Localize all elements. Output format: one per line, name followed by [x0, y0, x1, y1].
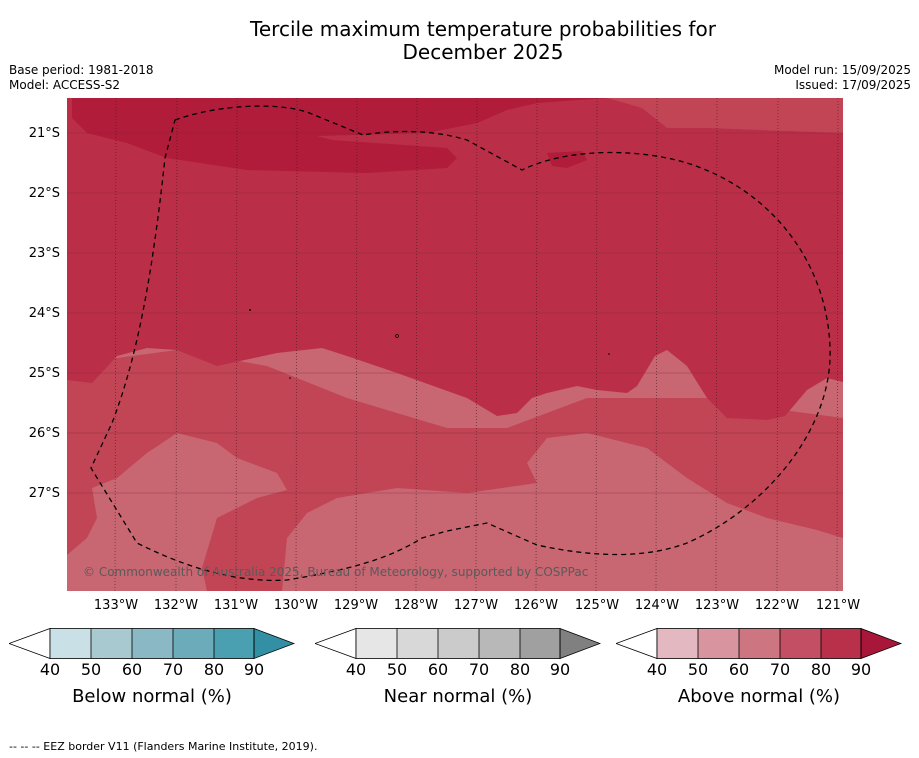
island-marker	[608, 353, 610, 355]
cb-tick: 50	[80, 660, 102, 679]
model-run: Model run: 15/09/2025	[773, 63, 911, 77]
title-line-2: December 2025	[402, 40, 564, 64]
lon-label: 126°W	[513, 598, 559, 613]
colorbar-below	[9, 628, 295, 659]
cb-below-seg	[91, 628, 132, 659]
colorbar-below-label: Below normal (%)	[72, 686, 232, 707]
eez-border	[90, 105, 831, 582]
cb-tick: 90	[243, 660, 265, 679]
colorbar-near	[315, 628, 601, 659]
lon-label: 133°W	[93, 598, 139, 613]
copyright-text: © Commonwealth of Australia 2025, Bureau…	[83, 565, 589, 579]
cb-below-high-extend	[253, 628, 295, 659]
lon-label: 130°W	[273, 598, 319, 613]
lon-label: 132°W	[153, 598, 199, 613]
cb-above-low-extend	[616, 628, 658, 659]
cb-tick: 70	[162, 660, 184, 679]
lon-label: 129°W	[333, 598, 379, 613]
cb-below-seg	[50, 628, 91, 659]
eez-footnote: -- -- -- EEZ border V11 (Flanders Marine…	[9, 740, 318, 753]
cb-tick: 40	[39, 660, 61, 679]
lat-label: 22°S	[28, 186, 60, 201]
meta-left: Base period: 1981-2018 Model: ACCESS-S2	[9, 63, 154, 93]
lon-label: 128°W	[393, 598, 439, 613]
zone-70-80	[67, 348, 843, 591]
cb-below-seg	[173, 628, 214, 659]
colorbar-near-label: Near normal (%)	[383, 686, 533, 707]
cb-below-seg	[214, 628, 254, 659]
title-line-1: Tercile maximum temperature probabilitie…	[250, 17, 716, 41]
lat-label: 26°S	[28, 426, 60, 441]
cb-below-seg	[132, 628, 173, 659]
cb-near-low-extend	[315, 628, 357, 659]
cb-tick: 40	[646, 660, 668, 679]
cb-tick: 60	[728, 660, 750, 679]
cb-above-seg	[780, 628, 821, 659]
lat-label: 21°S	[28, 126, 60, 141]
zone-80-90	[67, 98, 843, 420]
cb-near-seg	[397, 628, 438, 659]
cb-near-seg	[438, 628, 479, 659]
lon-label: 121°W	[815, 598, 861, 613]
cb-near-high-extend	[559, 628, 601, 659]
colorbar-above	[616, 628, 902, 659]
zone-90-plus-small	[547, 151, 587, 168]
cb-near-seg	[356, 628, 397, 659]
cb-above-seg	[739, 628, 780, 659]
lon-label: 122°W	[754, 598, 800, 613]
model-name: Model: ACCESS-S2	[9, 78, 121, 92]
cb-near-seg	[479, 628, 520, 659]
cb-above-high-extend	[860, 628, 902, 659]
cb-above-seg	[821, 628, 861, 659]
cb-tick: 70	[769, 660, 791, 679]
lon-label: 123°W	[694, 598, 740, 613]
lat-label: 25°S	[28, 366, 60, 381]
island-marker	[395, 334, 399, 338]
island-marker	[289, 377, 291, 379]
zone-90-plus	[72, 98, 607, 173]
lat-gridlines	[67, 132, 843, 494]
meta-right: Model run: 15/09/2025 Issued: 17/09/2025	[774, 63, 911, 93]
lon-label: 131°W	[213, 598, 259, 613]
cb-tick: 50	[687, 660, 709, 679]
cb-tick: 90	[549, 660, 571, 679]
base-period: Base period: 1981-2018	[9, 63, 154, 77]
cb-tick: 70	[468, 660, 490, 679]
cb-tick: 80	[810, 660, 832, 679]
cb-tick: 50	[386, 660, 408, 679]
cb-above-seg	[657, 628, 698, 659]
lon-label: 125°W	[574, 598, 620, 613]
lon-label: 127°W	[453, 598, 499, 613]
cb-tick: 40	[345, 660, 367, 679]
lat-label: 23°S	[28, 246, 60, 261]
lon-gridlines	[114, 98, 839, 591]
cb-tick: 90	[850, 660, 872, 679]
cb-above-seg	[698, 628, 739, 659]
island-marker	[249, 309, 251, 311]
lat-label: 27°S	[28, 486, 60, 501]
cb-tick: 80	[509, 660, 531, 679]
cb-tick: 60	[121, 660, 143, 679]
probability-map: © Commonwealth of Australia 2025, Bureau…	[67, 98, 843, 591]
issued-date: Issued: 17/09/2025	[795, 78, 911, 92]
cb-tick: 60	[427, 660, 449, 679]
map-svg	[67, 98, 843, 591]
chart-title: Tercile maximum temperature probabilitie…	[0, 18, 919, 64]
colorbar-above-label: Above normal (%)	[677, 686, 841, 707]
lon-label: 124°W	[634, 598, 680, 613]
cb-near-seg	[520, 628, 560, 659]
lat-label: 24°S	[28, 306, 60, 321]
zone-top-right	[607, 98, 843, 133]
cb-below-low-extend	[9, 628, 51, 659]
cb-tick: 80	[203, 660, 225, 679]
